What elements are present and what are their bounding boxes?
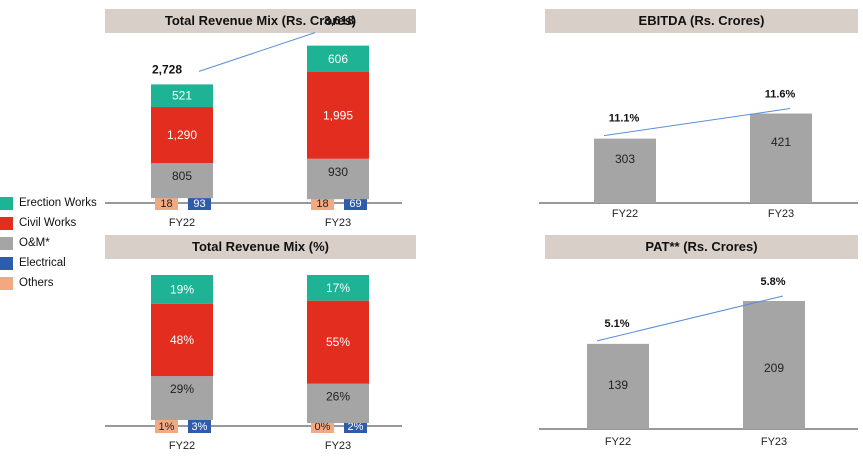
margin-trend-line — [603, 108, 791, 137]
square-swatch-icon — [0, 256, 13, 270]
bar-value-label: 209 — [764, 361, 784, 375]
square-swatch-icon — [0, 236, 13, 250]
electrical-segment — [344, 196, 367, 210]
bar-value-label: 139 — [608, 378, 628, 392]
electrical-label: 2% — [348, 421, 364, 433]
legend-item-om: O&M* — [0, 233, 110, 253]
electrical-segment — [188, 419, 211, 433]
legend-item-erection: Erection Works — [0, 193, 110, 213]
margin-trend-line — [596, 295, 784, 342]
category-label: FY23 — [325, 440, 351, 452]
others-label: 0% — [315, 421, 331, 433]
om-label: 29% — [170, 382, 194, 396]
civil-works-segment — [307, 300, 369, 384]
legend: Erection Works Civil Works O&M* Electric… — [0, 193, 110, 293]
category-label: FY22 — [169, 217, 195, 229]
square-swatch-icon — [0, 216, 13, 230]
others-label: 18 — [160, 198, 172, 210]
revenue-mix-percent-title: Total Revenue Mix (%) — [105, 235, 416, 259]
bar — [743, 300, 805, 429]
om-label: 930 — [328, 165, 348, 179]
revenue-mix-crores-title: Total Revenue Mix (Rs. Crores) — [105, 9, 416, 33]
erection-works-segment — [307, 275, 369, 301]
pat-title: PAT** (Rs. Crores) — [545, 235, 858, 259]
erection-works-label: 606 — [328, 52, 348, 66]
others-label: 18 — [316, 198, 328, 210]
electrical-segment — [188, 196, 211, 210]
om-label: 26% — [326, 390, 350, 404]
erection-works-segment — [151, 275, 213, 304]
bar — [587, 343, 649, 429]
erection-works-label: 521 — [172, 89, 192, 103]
total-trend-line — [198, 32, 316, 72]
civil-works-label: 55% — [326, 335, 350, 349]
margin-label: 5.1% — [604, 318, 629, 330]
legend-label: Electrical — [19, 257, 66, 269]
others-segment — [311, 196, 334, 210]
category-label: FY23 — [768, 208, 794, 220]
civil-works-label: 1,290 — [167, 128, 197, 142]
legend-label: O&M* — [19, 237, 50, 249]
civil-works-segment — [151, 303, 213, 377]
legend-item-others: Others — [0, 273, 110, 293]
electrical-label: 93 — [193, 198, 205, 210]
margin-label: 5.8% — [760, 276, 785, 288]
others-label: 1% — [159, 421, 175, 433]
bar-value-label: 421 — [771, 135, 791, 149]
ebitda-title: EBITDA (Rs. Crores) — [545, 9, 858, 33]
legend-label: Others — [19, 277, 54, 289]
square-swatch-icon — [0, 196, 13, 210]
legend-item-electrical: Electrical — [0, 253, 110, 273]
category-label: FY23 — [761, 436, 787, 448]
category-label: FY22 — [612, 208, 638, 220]
category-label: FY22 — [605, 436, 631, 448]
erection-works-segment — [151, 84, 213, 108]
category-label: FY23 — [325, 217, 351, 229]
others-segment — [155, 419, 178, 433]
margin-label: 11.1% — [609, 113, 640, 125]
total-label: 3,618 — [324, 14, 354, 28]
electrical-label: 69 — [349, 198, 361, 210]
civil-works-segment — [151, 107, 213, 164]
om-segment — [307, 383, 369, 423]
civil-works-segment — [307, 71, 369, 159]
om-label: 805 — [172, 169, 192, 183]
om-segment — [307, 158, 369, 200]
civil-works-label: 1,995 — [323, 108, 353, 122]
erection-works-segment — [307, 45, 369, 72]
total-label: 2,728 — [152, 62, 182, 76]
legend-label: Civil Works — [19, 217, 77, 229]
electrical-label: 3% — [192, 421, 208, 433]
om-segment — [151, 163, 213, 199]
legend-item-civil: Civil Works — [0, 213, 110, 233]
margin-label: 11.6% — [765, 89, 796, 101]
erection-works-label: 19% — [170, 282, 194, 296]
legend-label: Erection Works — [19, 197, 97, 209]
bar-value-label: 303 — [615, 152, 635, 166]
square-swatch-icon — [0, 276, 13, 290]
civil-works-label: 48% — [170, 333, 194, 347]
bar — [750, 113, 812, 203]
om-segment — [151, 376, 213, 420]
bar — [594, 138, 656, 203]
category-label: FY22 — [169, 440, 195, 452]
erection-works-label: 17% — [326, 281, 350, 295]
others-segment — [155, 196, 178, 210]
